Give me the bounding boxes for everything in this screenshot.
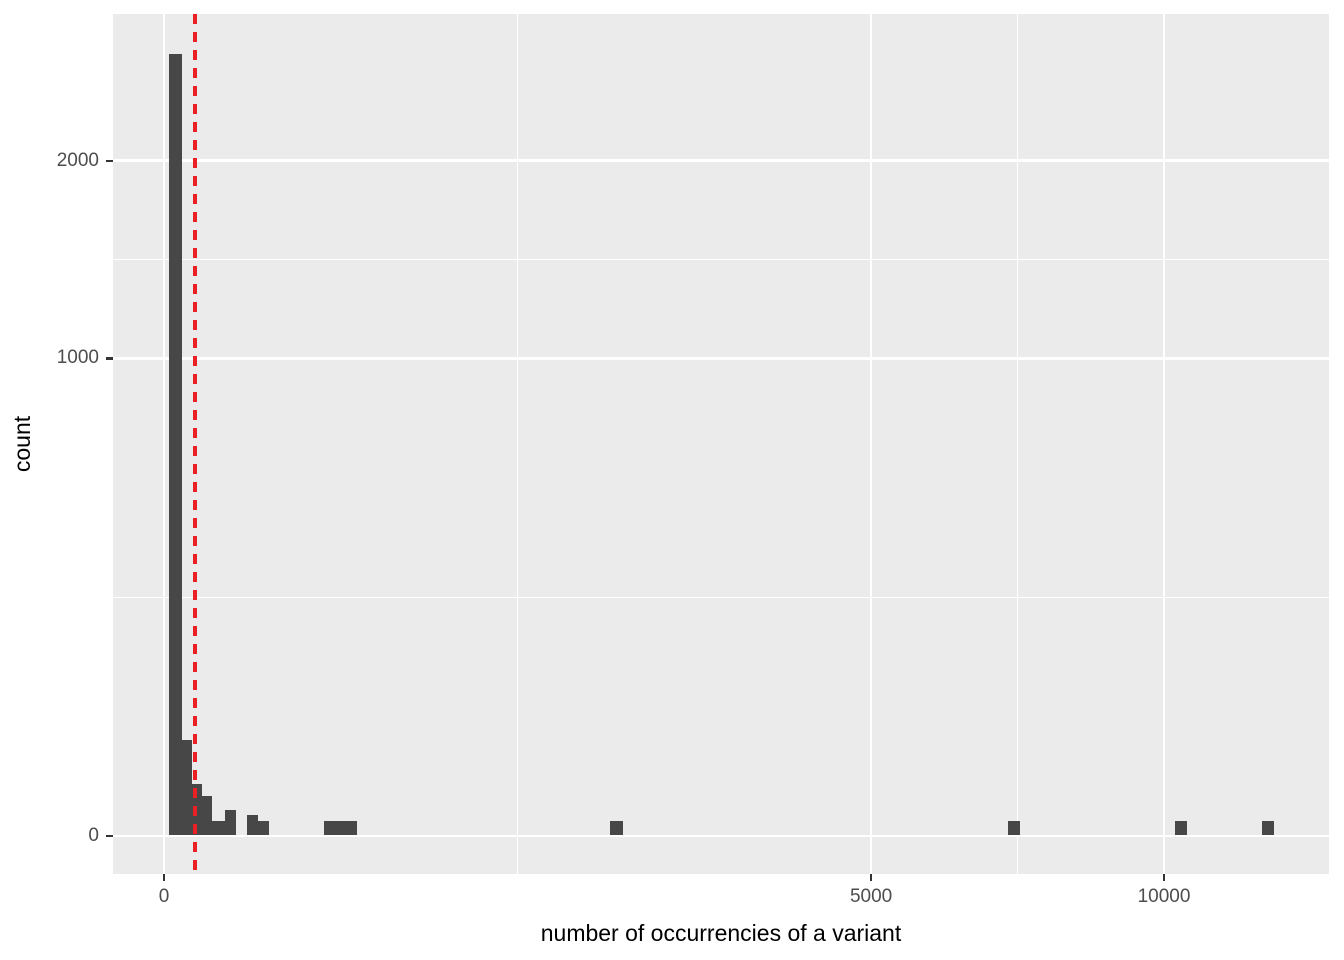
x-axis-tick bbox=[162, 874, 166, 881]
grid-major-horizontal bbox=[113, 159, 1329, 162]
histogram-bar bbox=[1262, 820, 1275, 835]
y-tick-label: 2000 bbox=[56, 149, 99, 171]
grid-minor-horizontal bbox=[113, 258, 1329, 261]
x-tick-label: 0 bbox=[158, 886, 170, 907]
histogram-bar bbox=[1174, 820, 1188, 835]
plot-panel bbox=[113, 14, 1329, 874]
grid-major-vertical bbox=[1162, 14, 1166, 874]
y-axis-tick bbox=[106, 834, 113, 838]
y-tick-label: 1000 bbox=[56, 347, 99, 369]
histogram-bar bbox=[181, 740, 192, 835]
grid-major-vertical bbox=[162, 14, 166, 874]
histogram-bar bbox=[169, 53, 182, 835]
x-tick-label: 5000 bbox=[849, 886, 893, 907]
y-axis-tick bbox=[106, 159, 113, 162]
histogram-bar bbox=[191, 783, 202, 835]
histogram-bar bbox=[609, 820, 623, 835]
y-tick-label: 0 bbox=[88, 825, 99, 846]
histogram-bar bbox=[1007, 820, 1020, 835]
histogram-bar bbox=[257, 820, 270, 835]
histogram-bar bbox=[246, 814, 258, 835]
grid-major-vertical bbox=[869, 14, 873, 874]
grid-minor-vertical bbox=[1016, 14, 1019, 874]
histogram-bar bbox=[324, 820, 357, 835]
x-axis-tick bbox=[870, 874, 873, 881]
grid-major-horizontal bbox=[113, 834, 1329, 838]
grid-major-horizontal bbox=[113, 357, 1329, 360]
grid-minor-vertical bbox=[516, 14, 519, 874]
reference-vline bbox=[193, 14, 197, 874]
grid-minor-horizontal bbox=[113, 596, 1329, 598]
y-axis-title: count bbox=[9, 415, 35, 473]
x-axis-tick bbox=[1162, 874, 1166, 881]
x-tick-label: 10000 bbox=[1137, 886, 1191, 907]
histogram-bar bbox=[201, 796, 213, 835]
histogram-bar bbox=[224, 809, 236, 835]
histogram-bar bbox=[212, 820, 225, 835]
x-axis-title: number of occurrencies of a variant bbox=[540, 920, 902, 946]
y-axis-tick bbox=[106, 357, 113, 360]
